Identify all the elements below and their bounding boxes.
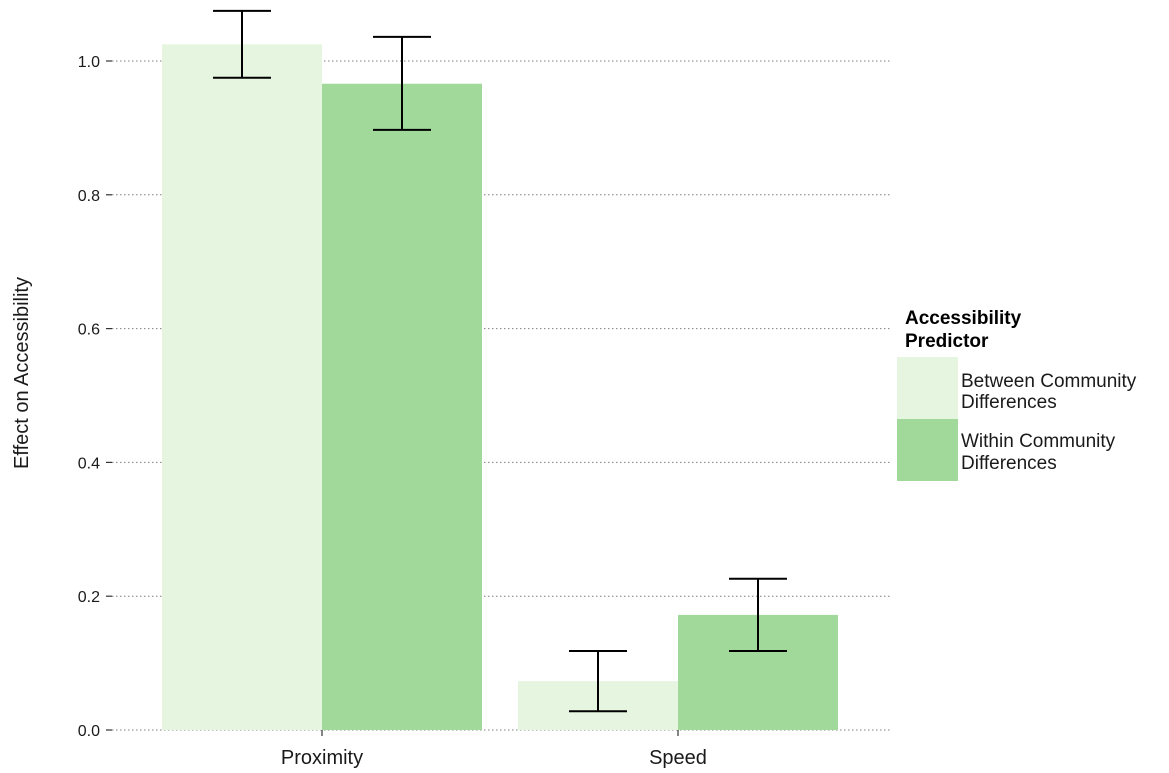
y-tick-label: 0.4 [78, 455, 100, 472]
error-bars [213, 9, 787, 713]
x-tick-label: Speed [649, 747, 707, 769]
y-tick-label: 0.6 [78, 322, 100, 339]
error-bar [373, 35, 431, 131]
x-axis: Proximity Speed [281, 730, 707, 769]
legend-title-line2: Predictor [905, 331, 989, 352]
legend: Accessibility Predictor Between Communit… [897, 308, 1137, 481]
bar [162, 44, 322, 730]
error-bar [729, 577, 787, 653]
x-tick-label: Proximity [281, 747, 363, 769]
legend-label-between-line2: Differences [961, 392, 1057, 413]
legend-swatch-between [897, 357, 958, 419]
bars [162, 44, 838, 731]
legend-title-line1: Accessibility [905, 308, 1022, 329]
error-bar [569, 650, 627, 713]
y-tick-label: 1.0 [78, 54, 100, 71]
error-bar [213, 9, 271, 79]
legend-swatch-within [897, 419, 958, 481]
y-axis-title: Effect on Accessibility [11, 277, 33, 469]
y-tick-label: 0.2 [78, 589, 100, 606]
y-tick-label: 0.0 [78, 723, 100, 740]
bar [322, 83, 482, 731]
y-tick-label: 0.8 [78, 188, 100, 205]
legend-label-between-line1: Between Community [961, 371, 1137, 392]
legend-label-within-line1: Within Community [961, 431, 1116, 452]
legend-label-within-line2: Differences [961, 453, 1057, 474]
y-axis: 0.0 0.2 0.4 0.6 0.8 1.0 [78, 54, 112, 740]
